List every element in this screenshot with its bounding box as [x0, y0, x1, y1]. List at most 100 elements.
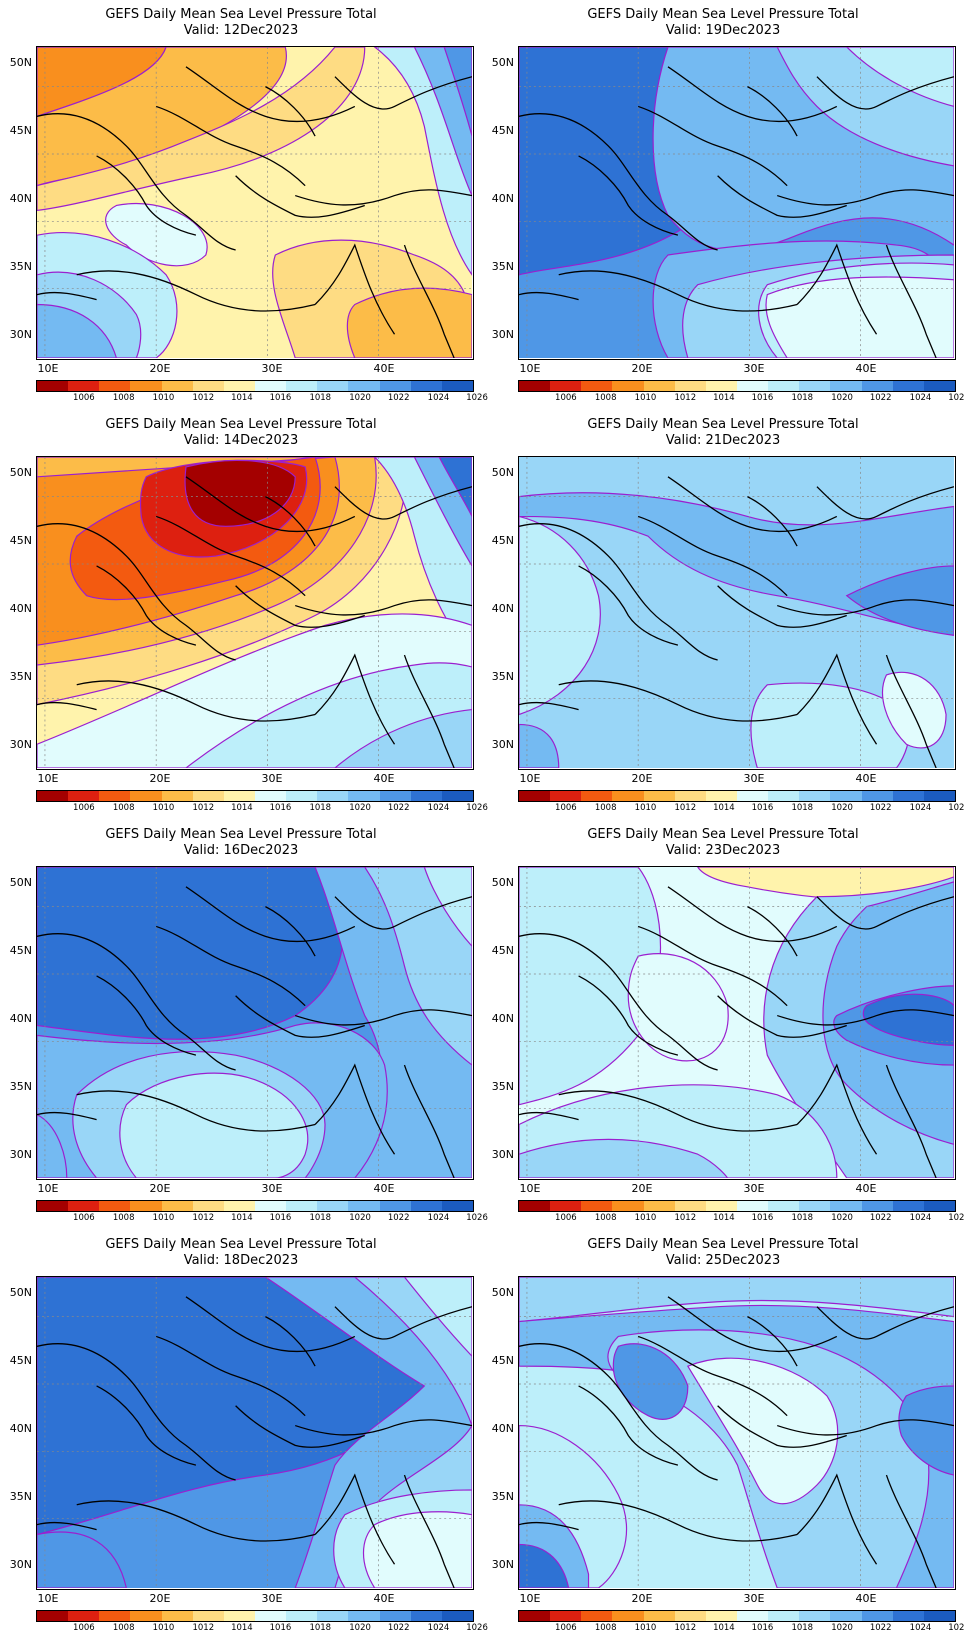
- color-bar-swatch: [643, 791, 675, 801]
- coastline-border: [76, 270, 316, 312]
- color-bar-label: 1020: [349, 1213, 371, 1223]
- coastline-border: [578, 565, 679, 646]
- color-bar-label: 1014: [231, 1623, 253, 1633]
- coastline-border: [578, 155, 679, 236]
- panel-valid-date: Valid: 16Dec2023: [183, 843, 299, 858]
- color-bar-label: 1018: [309, 803, 332, 813]
- lon-tick-label: 20E: [631, 772, 653, 785]
- pressure-contour-region: [37, 1113, 68, 1178]
- color-bar-swatch: [410, 1201, 442, 1211]
- color-bar-swatch: [705, 1611, 737, 1621]
- lat-tick-label: 35N: [9, 670, 32, 683]
- coastline-border: [314, 653, 396, 745]
- lon-tick-label: 40E: [373, 1182, 395, 1195]
- coastline-border: [76, 1500, 316, 1542]
- coastline-border: [816, 486, 954, 520]
- coastline-border: [295, 599, 472, 616]
- lat-tick-label: 45N: [9, 944, 32, 957]
- map-panel: GEFS Daily Mean Sea Level Pressure Total…: [482, 820, 964, 1230]
- color-bar-swatch: [441, 381, 473, 391]
- color-bar: [518, 790, 956, 802]
- lat-tick-label: 35N: [491, 260, 514, 273]
- color-bar-swatch: [441, 1611, 473, 1621]
- color-bar-label: 1016: [751, 1623, 774, 1633]
- lat-tick-label: 40N: [491, 602, 514, 615]
- color-bar-label: 1008: [112, 803, 135, 813]
- coastline-border: [885, 244, 937, 358]
- coastline-border: [519, 1111, 579, 1121]
- lon-tick-label: 20E: [149, 362, 171, 375]
- lat-tick-label: 45N: [9, 124, 32, 137]
- coastline-border: [519, 113, 718, 251]
- pressure-contour-region: [519, 1277, 954, 1323]
- coastline-border: [637, 105, 788, 187]
- color-bar-swatch: [674, 1611, 706, 1621]
- map-panel: GEFS Daily Mean Sea Level Pressure Total…: [482, 410, 964, 820]
- color-bar-label: 1026: [466, 393, 488, 403]
- coastline-border: [185, 66, 356, 123]
- coastline-border: [76, 1090, 316, 1132]
- lat-tick-label: 35N: [9, 1490, 32, 1503]
- color-bar-swatch: [192, 381, 224, 391]
- color-bar-label: 1008: [594, 1213, 617, 1223]
- color-bar: [36, 1200, 474, 1212]
- lat-tick-label: 45N: [491, 534, 514, 547]
- color-bar-swatch: [768, 1611, 800, 1621]
- coastline-border: [403, 244, 455, 358]
- lat-tick-label: 40N: [491, 192, 514, 205]
- color-bar-swatch: [410, 1611, 442, 1621]
- coastline-border: [667, 1296, 838, 1353]
- lon-tick-label: 30E: [261, 1182, 283, 1195]
- coastline-border: [235, 585, 365, 628]
- color-bar-label: 1006: [555, 1213, 577, 1223]
- color-bar-swatch: [410, 791, 442, 801]
- pressure-contour-region: [37, 47, 366, 212]
- color-bar-swatch: [674, 1201, 706, 1211]
- lon-tick-label: 20E: [149, 772, 171, 785]
- color-bar-swatch: [581, 791, 613, 801]
- coastline-border: [185, 476, 356, 533]
- pressure-contour-region: [37, 303, 118, 358]
- color-bar-label: 1008: [112, 393, 135, 403]
- coastline-border: [37, 701, 97, 711]
- coastline-border: [578, 1385, 679, 1466]
- lat-tick-label: 30N: [491, 738, 514, 751]
- coastline-border: [314, 243, 396, 335]
- color-bar-label: 1012: [674, 1623, 697, 1633]
- coastline-border: [295, 1009, 472, 1026]
- lat-tick-label: 30N: [491, 1148, 514, 1161]
- pressure-map: [518, 866, 956, 1180]
- coastline-border: [76, 680, 316, 722]
- pressure-field-svg: [519, 867, 954, 1178]
- color-bar-swatch: [830, 1611, 862, 1621]
- pressure-contour-region: [519, 723, 560, 768]
- color-bar-label: 1008: [594, 393, 617, 403]
- color-bar-swatch: [736, 791, 769, 801]
- pressure-contour-region: [334, 708, 472, 768]
- color-bar-swatch: [861, 791, 893, 801]
- lat-tick-label: 50N: [9, 466, 32, 479]
- coastline-border: [747, 86, 798, 137]
- color-bar-label: 1026: [948, 1213, 964, 1223]
- lon-tick-label: 10E: [519, 1592, 541, 1605]
- color-bar-swatch: [68, 381, 100, 391]
- coastline-border: [777, 599, 954, 616]
- coastline-border: [667, 66, 838, 123]
- color-bar-swatch: [892, 791, 924, 801]
- lat-tick-label: 30N: [9, 1148, 32, 1161]
- pressure-field-svg: [519, 1277, 954, 1588]
- pressure-contour-region: [119, 1072, 309, 1178]
- color-bar-swatch: [348, 381, 380, 391]
- pressure-map: [518, 46, 956, 360]
- color-bar-swatch: [441, 791, 473, 801]
- color-bar-swatch: [519, 1201, 551, 1211]
- color-bar-swatch: [130, 1611, 162, 1621]
- color-bar-label: 1006: [555, 1623, 577, 1633]
- pressure-contour-region: [765, 276, 954, 358]
- panel-title: GEFS Daily Mean Sea Level Pressure Total: [105, 827, 377, 842]
- color-bar-label: 1026: [466, 1623, 488, 1633]
- coastline-border: [155, 925, 306, 1007]
- coastline-border: [37, 523, 236, 661]
- pressure-map: [36, 46, 474, 360]
- coastline-border: [235, 1405, 365, 1448]
